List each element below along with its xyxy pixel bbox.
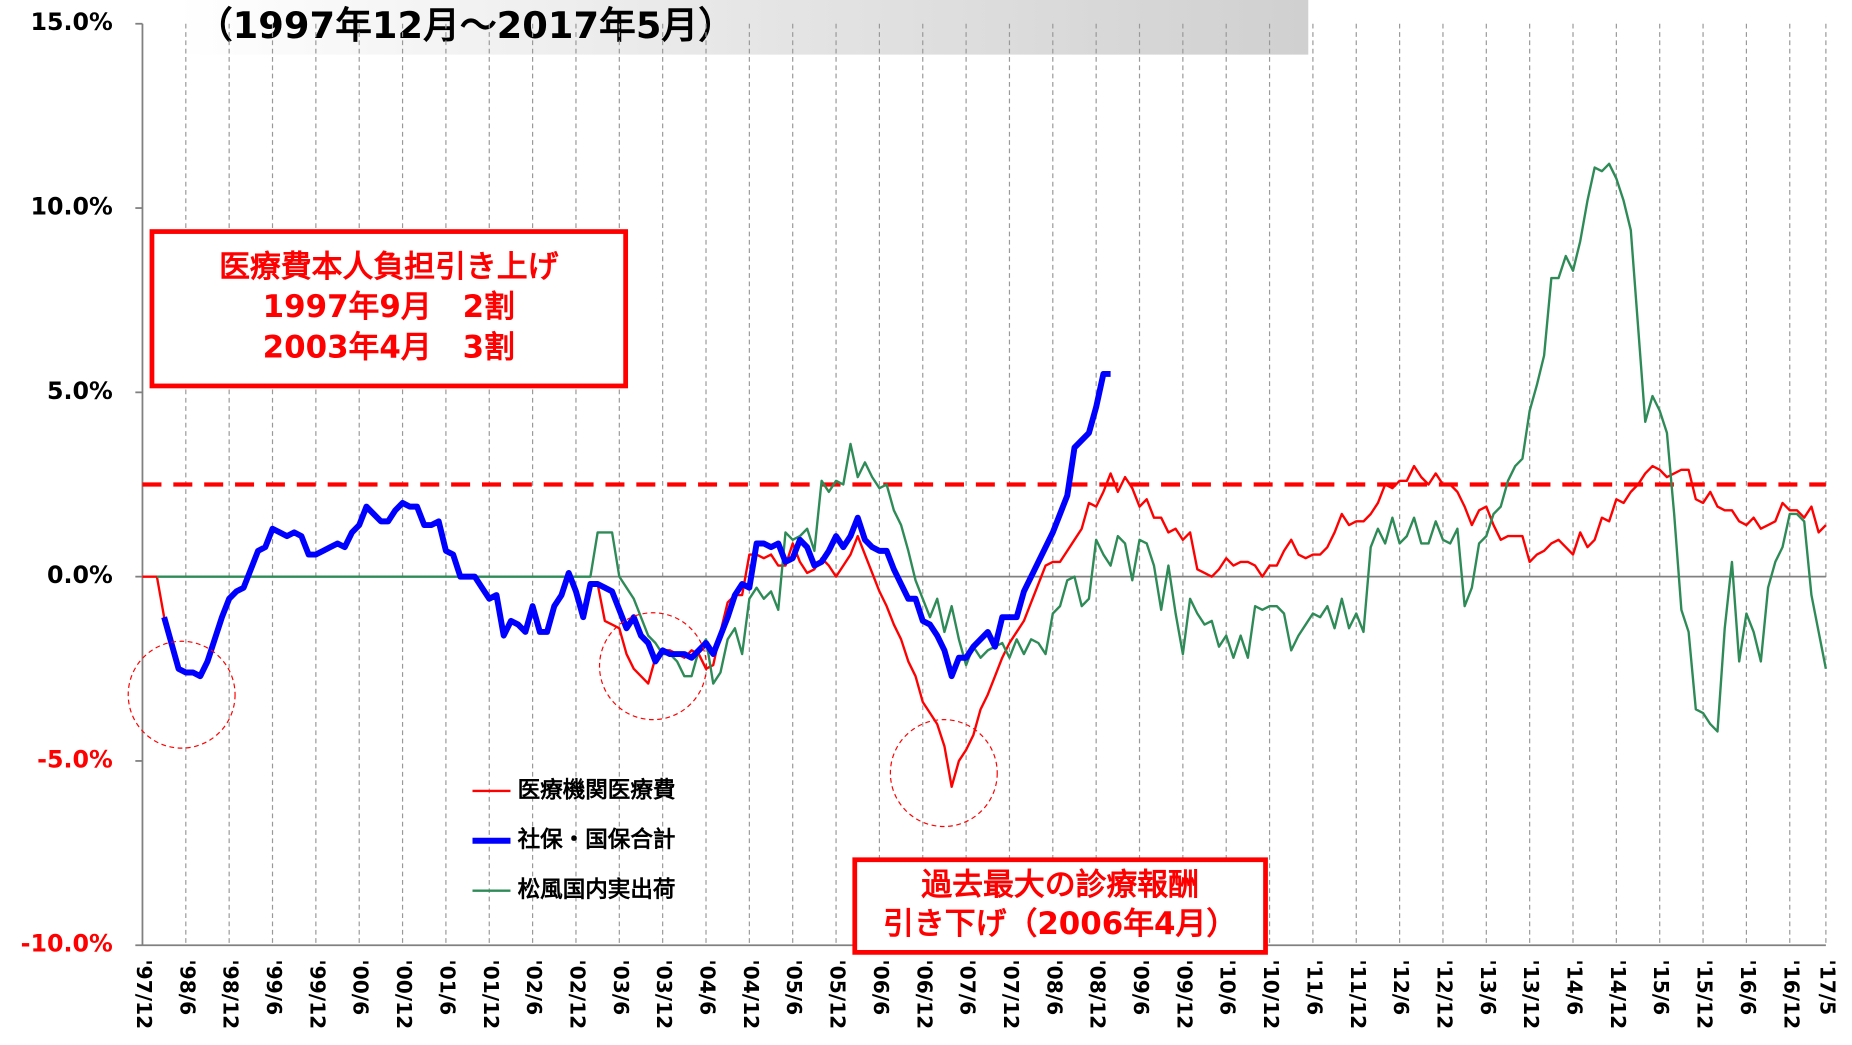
highlight-circle xyxy=(598,612,707,721)
highlight-circle xyxy=(889,719,998,828)
annotation-text: 医療費本人負担引き上げ xyxy=(219,249,559,285)
title-box xyxy=(178,0,1309,55)
y-tick-label: 15.0% xyxy=(30,8,113,36)
x-tick-label: '15/6 xyxy=(1649,960,1673,1016)
x-tick-label: '04/6 xyxy=(696,960,720,1016)
x-tick-label: '16/6 xyxy=(1736,960,1760,1016)
x-tick-label: '10/6 xyxy=(1216,960,1240,1016)
y-tick-label: -10.0% xyxy=(21,930,113,958)
x-tick-label: '05/12 xyxy=(826,960,850,1030)
x-tick-label: '00/6 xyxy=(349,960,373,1016)
legend-label: 社保・国保合計 xyxy=(518,826,676,853)
x-tick-label: '97/12 xyxy=(132,960,156,1030)
x-tick-label: '03/6 xyxy=(609,960,633,1016)
y-tick-label: 10.0% xyxy=(30,193,113,221)
x-tick-label: '99/6 xyxy=(262,960,286,1016)
x-tick-label: '99/12 xyxy=(305,960,329,1030)
x-tick-label: '10/12 xyxy=(1259,960,1283,1030)
annotation-box xyxy=(149,229,629,389)
x-tick-label: '01/6 xyxy=(435,960,459,1016)
x-tick-label: '07/6 xyxy=(956,960,980,1016)
x-tick-label: '06/6 xyxy=(869,960,893,1016)
x-tick-label: '11/12 xyxy=(1346,960,1370,1030)
x-tick-label: '06/12 xyxy=(912,959,936,1029)
x-tick-label: '12/6 xyxy=(1389,960,1413,1016)
annotation-text: 過去最大の診療報酬 xyxy=(921,867,1199,903)
annotation-text: 1997年9月 2割 xyxy=(263,289,515,325)
y-tick-label: 5.0% xyxy=(47,377,113,405)
x-tick-label: '14/12 xyxy=(1606,960,1630,1030)
annotation-text: 引き下げ（2006年4月） xyxy=(883,906,1237,942)
annotation-box xyxy=(852,857,1268,955)
x-tick-label: '09/6 xyxy=(1129,959,1153,1015)
x-tick-label: '12/12 xyxy=(1432,960,1456,1030)
highlight-circle xyxy=(127,640,236,749)
x-tick-label: '98/12 xyxy=(219,960,243,1030)
x-tick-label: '11/6 xyxy=(1302,960,1326,1016)
series-line xyxy=(161,370,1111,680)
x-tick-label: '03/12 xyxy=(652,959,676,1029)
x-tick-label: '16/12 xyxy=(1779,960,1803,1030)
x-tick-label: '05/6 xyxy=(782,959,806,1015)
legend-label: 医療機関医療費 xyxy=(518,776,676,803)
annotation-text: 2003年4月 3割 xyxy=(263,330,515,366)
y-tick-label: -5.0% xyxy=(37,745,113,773)
x-tick-label: '08/12 xyxy=(1086,960,1110,1030)
x-tick-label: '98/6 xyxy=(175,960,199,1016)
y-tick-label: 0.0% xyxy=(47,561,113,589)
x-tick-label: '08/6 xyxy=(1042,960,1066,1016)
x-tick-label: '01/12 xyxy=(479,960,503,1030)
legend-label: 松風国内実出荷 xyxy=(518,876,676,903)
x-tick-label: '13/6 xyxy=(1476,960,1500,1016)
x-tick-label: '00/12 xyxy=(392,960,416,1030)
x-tick-label: '14/6 xyxy=(1563,959,1587,1015)
x-tick-label: '04/12 xyxy=(739,960,763,1030)
x-tick-label: '09/12 xyxy=(1172,960,1196,1030)
x-tick-label: '15/12 xyxy=(1693,960,1717,1030)
chart-title: （1997年12月～2017年5月） xyxy=(196,4,735,47)
x-tick-label: '07/12 xyxy=(999,960,1023,1030)
x-tick-label: '02/6 xyxy=(522,960,546,1016)
series-line xyxy=(156,162,1828,733)
x-tick-label: '02/12 xyxy=(565,960,589,1030)
x-tick-label: '13/12 xyxy=(1519,960,1543,1030)
x-tick-label: '17/5 xyxy=(1815,959,1839,1015)
